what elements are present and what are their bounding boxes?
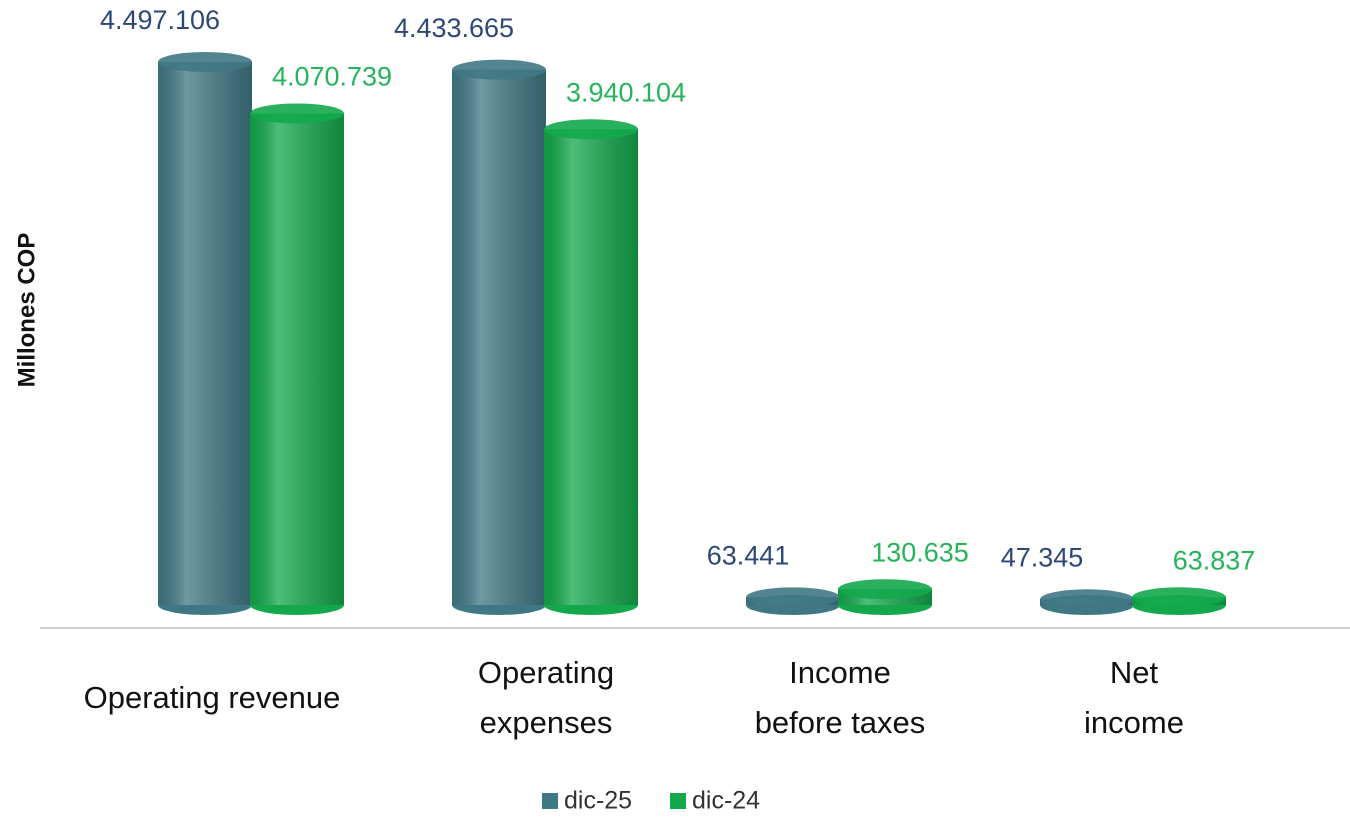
legend-label: dic-24 bbox=[692, 787, 760, 815]
data-label: 4.433.665 bbox=[394, 13, 514, 43]
bar-top bbox=[250, 103, 344, 124]
bar-top bbox=[1040, 589, 1134, 610]
y-axis-label: Millones COP bbox=[13, 233, 40, 388]
bar-shade bbox=[250, 113, 344, 606]
legend-label: dic-25 bbox=[564, 787, 632, 815]
bar-top bbox=[452, 59, 546, 80]
bar-top bbox=[158, 52, 252, 72]
bar-top bbox=[1132, 587, 1226, 608]
data-label: 4.070.739 bbox=[272, 62, 392, 92]
x-tick-label: Net income bbox=[1084, 655, 1184, 740]
data-label: 63.837 bbox=[1173, 545, 1256, 575]
x-tick-label: Operating expenses bbox=[478, 655, 614, 740]
x-tick-label: Income before taxes bbox=[755, 655, 926, 740]
data-label: 3.940.104 bbox=[566, 77, 686, 107]
data-label: 4.497.106 bbox=[100, 5, 220, 35]
bar-shade bbox=[158, 62, 252, 605]
data-label: 130.635 bbox=[871, 537, 969, 567]
bar-top bbox=[544, 119, 638, 140]
bar-shade bbox=[544, 129, 638, 605]
bar-top bbox=[838, 579, 932, 600]
bar-shade bbox=[452, 69, 546, 605]
x-tick-label: Operating revenue bbox=[84, 680, 341, 715]
bar-top bbox=[746, 587, 840, 608]
data-label: 63.441 bbox=[707, 540, 790, 570]
legend-swatch bbox=[670, 793, 686, 809]
legend-swatch bbox=[542, 793, 558, 809]
data-label: 47.345 bbox=[1001, 542, 1084, 572]
